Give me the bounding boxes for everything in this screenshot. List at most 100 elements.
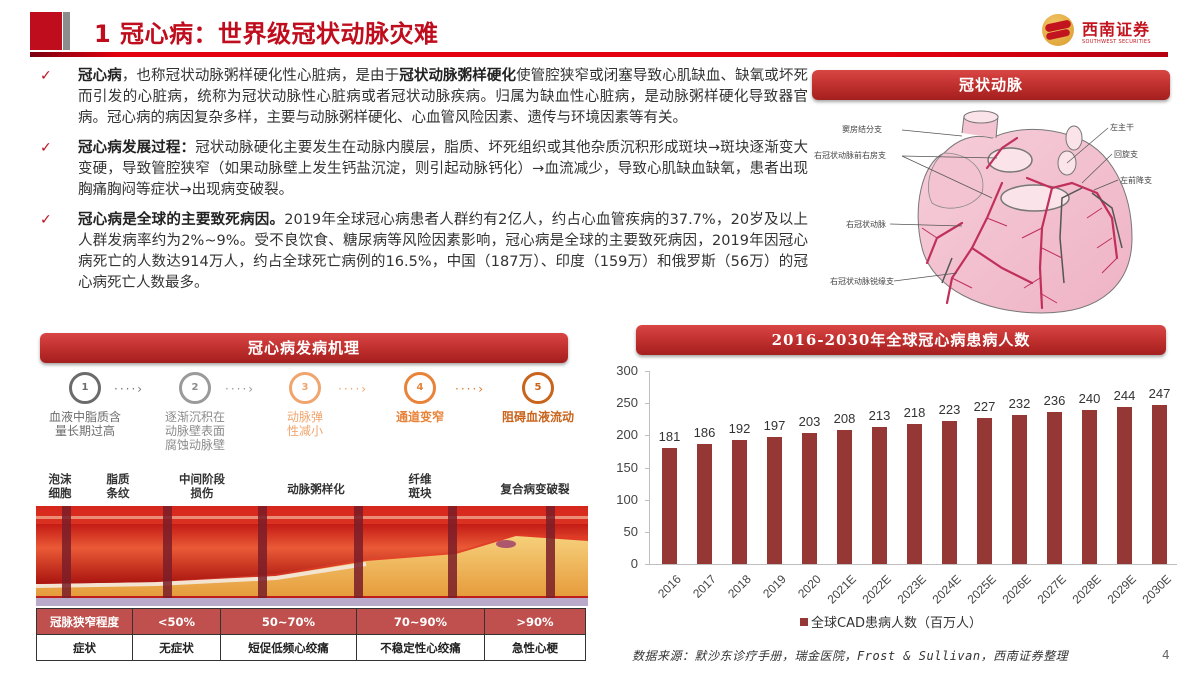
bar-2016 [662,447,677,564]
symptom-row: 症状 无症状 短促低频心绞痛 不稳定性心绞痛 急性心梗 [36,634,586,661]
bar-value-label: 186 [693,425,716,441]
table-cell: 短促低频心绞痛 [220,634,357,661]
label-right-conus-branch: 右冠状动脉前右房支 [814,151,886,160]
table-cell: 无症状 [132,634,221,661]
step-1: 1 血液中脂质含 量长期过高 [40,372,130,438]
step-4: 4 通道变窄 [380,372,460,424]
y-tick-mark [645,371,650,372]
bullet-term: 冠心病是全球的主要致死病因。 [78,212,285,228]
y-tick-label: 300 [616,363,638,378]
label-lad: 左前降支 [1120,176,1152,185]
bar-2019 [767,437,782,564]
y-tick-label: 200 [616,427,638,443]
x-axis [645,564,1177,565]
y-tick-label: 50 [623,523,638,539]
bar-value-label: 244 [1113,388,1136,404]
coronary-artery-illustration: 窦房结分支 右冠状动脉前右房支 右冠状动脉 右冠状动脉锐缘支 左主干 回旋支 左… [812,108,1170,323]
y-tick-mark [645,564,650,565]
bar-value-label: 223 [938,401,961,417]
bar-2022E [872,426,887,564]
page-title: 1 冠心病：世界级冠状动脉灾难 [94,20,439,48]
bar-2030E [1152,405,1167,564]
y-tick-label: 150 [616,459,638,475]
mechanism-steps: 1 血液中脂质含 量长期过高 ····› 2 逐渐沉积在 动脉壁表面 腐蚀动脉壁… [40,372,580,462]
bullet-text: ，也称冠状动脉粥样硬化性心脏病，是由于 [121,68,400,84]
y-tick-label: 0 [630,556,638,571]
bullet-definition: ✓ 冠心病，也称冠状动脉粥样硬化性心脏病，是由于冠状动脉粥样硬化使管腔狭窄或闭塞… [38,66,808,129]
step-5: 5 阻碍血液流动 [490,372,586,424]
logo-name-cn: 西南证券 [1082,20,1151,39]
checkmark-icon: ✓ [40,68,52,84]
bar-value-label: 181 [658,428,681,444]
step-3: 3 动脉弹 性减小 [265,372,345,438]
y-tick-mark [645,499,650,501]
chart-panel-title: 2016-2030年全球冠心病患病人数 [636,325,1166,355]
dotted-arrow-icon: ····› [225,382,256,396]
bar-value-label: 232 [1008,395,1031,411]
heart-icon [889,110,1133,314]
bar-2025E [977,417,992,564]
legend-label: 全球CAD患病人数（百万人） [811,616,982,631]
bar-2029E [1117,407,1132,564]
bar-2028E [1082,409,1097,564]
stage-label: 泡沫 细胞 [48,472,72,500]
bullet-text: 2019年全球冠心病患者人群约有2亿人，约占心血管疾病的37.7%，20岁及以上… [78,212,809,291]
bar-2021E [837,430,852,564]
artery-cross-section-illustration [36,506,588,606]
southwest-securities-logo-icon [1042,14,1074,46]
dotted-arrow-icon: ····› [338,382,369,396]
bar-2024E [942,420,957,564]
label-rca-marginal-branch: 右冠状动脉锐缘支 [830,277,894,286]
step-text: 通道变窄 [395,410,444,424]
bar-2018 [732,440,747,564]
page-number: 4 [1162,648,1170,662]
table-cell: 70~90% [356,608,485,635]
step-text: 逐渐沉积在 动脉壁表面 腐蚀动脉壁 [164,410,225,452]
artery-stage-labels: 泡沫 细胞 脂质 条纹 中间阶段 损伤 动脉粥样化 纤维 斑块 复合病变破裂 [40,472,585,508]
bullet-progression: ✓ 冠心病发展过程：冠状动脉硬化主要发生在动脉内膜层，脂质、坏死组织或其他杂质沉… [38,138,808,201]
cad-patients-bar-chart: 全球CAD患病人数（百万人） 0 50 100 150 200 250 300 181 2016… [600,360,1180,640]
label-sinus-node-branch: 窦房结分支 [842,125,882,134]
step-number-circle: 2 [179,372,211,404]
legend-swatch-icon [800,618,808,626]
y-tick-mark [645,467,650,469]
artery-icon [36,506,588,606]
bullet-term: 冠状动脉粥样硬化 [399,68,517,84]
bar-value-label: 203 [798,414,821,430]
header-accent-bar [63,12,70,50]
y-tick-label: 100 [616,491,638,507]
label-right-coronary-artery: 右冠状动脉 [846,220,886,229]
table-cell: <50% [132,608,221,635]
y-tick-mark [645,531,650,533]
bar-value-label: 240 [1078,390,1101,406]
stenosis-table: 冠脉狭窄程度 <50% 50~70% 70~90% >90% 症状 无症状 短促… [36,608,586,661]
stage-label: 复合病变破裂 [500,482,570,496]
step-2: 2 逐渐沉积在 动脉壁表面 腐蚀动脉壁 [150,372,240,452]
company-logo: 西南证券 SOUTHWEST SECURITIES [1042,12,1172,52]
stage-label: 动脉粥样化 [287,482,345,496]
y-tick-label: 250 [616,395,638,411]
step-number-circle: 5 [522,372,554,404]
checkmark-icon: ✓ [40,140,52,156]
bar-value-label: 227 [973,398,996,414]
step-number-circle: 3 [289,372,321,404]
step-text: 血液中脂质含 量长期过高 [48,410,121,438]
logo-name-en: SOUTHWEST SECURITIES [1082,39,1151,45]
bar-value-label: 208 [833,411,856,427]
data-source-note: 数据来源：默沙东诊疗手册，瑞金医院，Frost & Sullivan，西南证券整… [632,649,1069,663]
stage-label: 中间阶段 损伤 [179,472,225,500]
bullet-text: 冠状动脉硬化主要发生在动脉内膜层，脂质、坏死组织或其他杂质沉积形成斑块→斑块逐渐… [78,140,808,198]
dotted-arrow-icon: ····› [114,382,145,396]
table-cell: 症状 [36,634,133,661]
heart-panel-title: 冠状动脉 [812,70,1170,100]
step-number-circle: 1 [69,372,101,404]
bullet-text: 使管腔狭窄或闭塞导致心肌缺血、缺氧或坏死而引发的心脏病，统称为冠状动脉性心脏病或… [78,68,809,126]
y-tick-mark [645,435,650,437]
stage-label: 脂质 条纹 [106,472,130,500]
label-left-main: 左主干 [1110,123,1134,132]
table-cell: 急性心梗 [484,634,586,661]
table-cell: >90% [484,608,586,635]
header-accent-block [30,12,62,50]
bullet-list: ✓ 冠心病，也称冠状动脉粥样硬化性心脏病，是由于冠状动脉粥样硬化使管腔狭窄或闭塞… [38,66,808,303]
bar-2017 [697,444,712,564]
